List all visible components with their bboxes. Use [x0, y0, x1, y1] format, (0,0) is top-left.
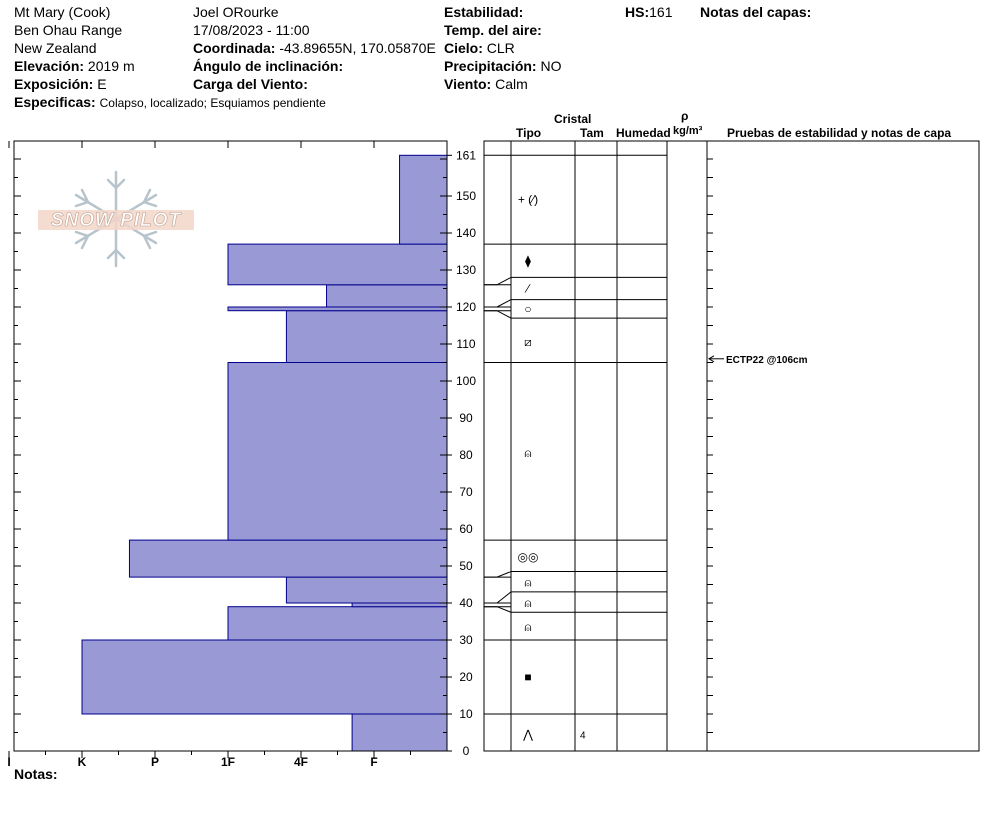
depth-label: 110 [456, 337, 475, 351]
snowpilot-logo: SNOW PILOT [38, 170, 194, 268]
depth-label: 40 [459, 596, 473, 610]
snow-height: HS:161 [625, 4, 673, 20]
col-type: Tipo [516, 126, 542, 140]
wind: Viento: Calm [444, 76, 528, 92]
crystal-size-label: 4 [580, 730, 586, 741]
depth-label: 120 [456, 300, 476, 314]
layer-connector [484, 591, 512, 604]
chart-frames [13, 140, 980, 752]
hardness-bar [81, 639, 448, 715]
hardness-bar [227, 243, 448, 286]
hardness-bar [285, 576, 448, 604]
layer-connector [484, 310, 512, 319]
location-name: Mt Mary (Cook) [14, 4, 111, 20]
crystal-type-symbol: ⧫ [525, 254, 531, 268]
depth-label: 100 [456, 374, 476, 388]
hardness-bars [81, 154, 448, 752]
logo-text: SNOW PILOT [51, 210, 182, 231]
aspect: Exposición: E [14, 76, 107, 92]
hardness-bar [326, 284, 448, 308]
observer: Joel ORourke [193, 4, 279, 20]
hardness-bar [128, 539, 448, 578]
crystal-type-symbol: ∕ [524, 282, 531, 296]
hardness-label: 4F [294, 755, 308, 769]
slope-angle: Ángulo de inclinación: [193, 58, 344, 74]
hardness-label: F [370, 755, 377, 769]
profile-frame [483, 140, 980, 752]
col-rho: ρ [681, 109, 689, 123]
crystal-type-symbol: ⍝ [524, 576, 531, 590]
layer-connector [484, 571, 512, 578]
elevation: Elevación: 2019 m [14, 58, 135, 74]
hardness-frame [13, 140, 448, 752]
crystal-type-symbol: ■ [524, 670, 531, 684]
col-density-unit: kg/m³ [673, 125, 703, 137]
crystal-type-symbol: ⍝ [524, 446, 531, 460]
depth-label: 90 [459, 411, 473, 425]
test-label: ECTP22 @106cm [726, 355, 808, 366]
layer-profile [484, 154, 667, 715]
notes-label: Notas: [14, 766, 58, 782]
depth-label: 0 [463, 744, 470, 758]
layer-connector [484, 299, 512, 308]
col-crystal: Cristal [554, 112, 592, 126]
hardness-label: K [78, 755, 87, 769]
crystal-type-symbol: ⋀ [522, 727, 533, 741]
crystal-type-symbol: ◎◎ [518, 550, 539, 564]
stability-tests: ECTP22 @106cm [708, 355, 808, 366]
crystal-symbols: ⋀ 4 ■ ⍝ ⍝ ⍝ ◎◎ ⍝ ⧄ ○ ∕ ⧫ + (∕) [518, 193, 586, 742]
depth-label: 130 [456, 263, 476, 277]
depth-label: 20 [459, 670, 473, 684]
coordinates: Coordinada: -43.89655N, 170.05870E [193, 40, 436, 56]
depth-label: 70 [459, 485, 473, 499]
crystal-type-symbol: ⍝ [524, 620, 531, 634]
crystal-type-symbol: + (∕) [518, 193, 538, 207]
hardness-label: P [151, 755, 159, 769]
hardness-bar [285, 310, 448, 364]
depth-label: 50 [459, 559, 473, 573]
hardness-bar [227, 606, 448, 641]
depth-label: 60 [459, 522, 473, 536]
range-name: Ben Ohau Range [14, 22, 123, 38]
datetime: 17/08/2023 - 11:00 [193, 22, 310, 38]
precipitation: Precipitación: NO [444, 58, 562, 74]
hardness-label: I [7, 755, 10, 769]
layer-connector [484, 606, 512, 613]
hardness-bar [399, 154, 448, 245]
col-size: Tam [580, 126, 604, 140]
crystal-type-symbol: ⧄ [524, 335, 532, 349]
country-name: New Zealand [14, 40, 97, 56]
sky: Cielo: CLR [444, 39, 515, 57]
wind-load: Carga del Viento: [193, 76, 308, 92]
crystal-type-symbol: ⍝ [524, 596, 531, 610]
crystal-type-symbol: ○ [524, 302, 531, 316]
stability: Estabilidad: [444, 4, 524, 20]
layer-connector [484, 276, 512, 286]
depth-label: 150 [456, 189, 476, 203]
test-pointer-arrow [708, 355, 715, 363]
depth-label: 140 [456, 226, 476, 240]
hardness-bar [227, 306, 448, 312]
depth-label: 161 [456, 148, 476, 162]
layer-notes-label: Notas del capas: [700, 4, 812, 20]
hardness-bar [227, 362, 448, 541]
hardness-bar [351, 713, 448, 752]
col-tests: Pruebas de estabilidad y notas de capa [727, 126, 952, 140]
depth-label: 80 [459, 448, 473, 462]
depth-label: 30 [459, 633, 473, 647]
specifics: Especificas: Colapso, localizado; Esquia… [14, 94, 326, 110]
chart-axes: I K P 1F 4F F 0 10 20 30 40 50 60 70 80 90 100 110 120 130 1… [7, 141, 713, 769]
col-moisture: Humedad [616, 126, 671, 140]
hardness-bar [351, 602, 448, 608]
air-temp: Temp. del aire: [444, 22, 542, 38]
hardness-label: 1F [221, 755, 235, 769]
depth-label: 10 [459, 707, 473, 721]
